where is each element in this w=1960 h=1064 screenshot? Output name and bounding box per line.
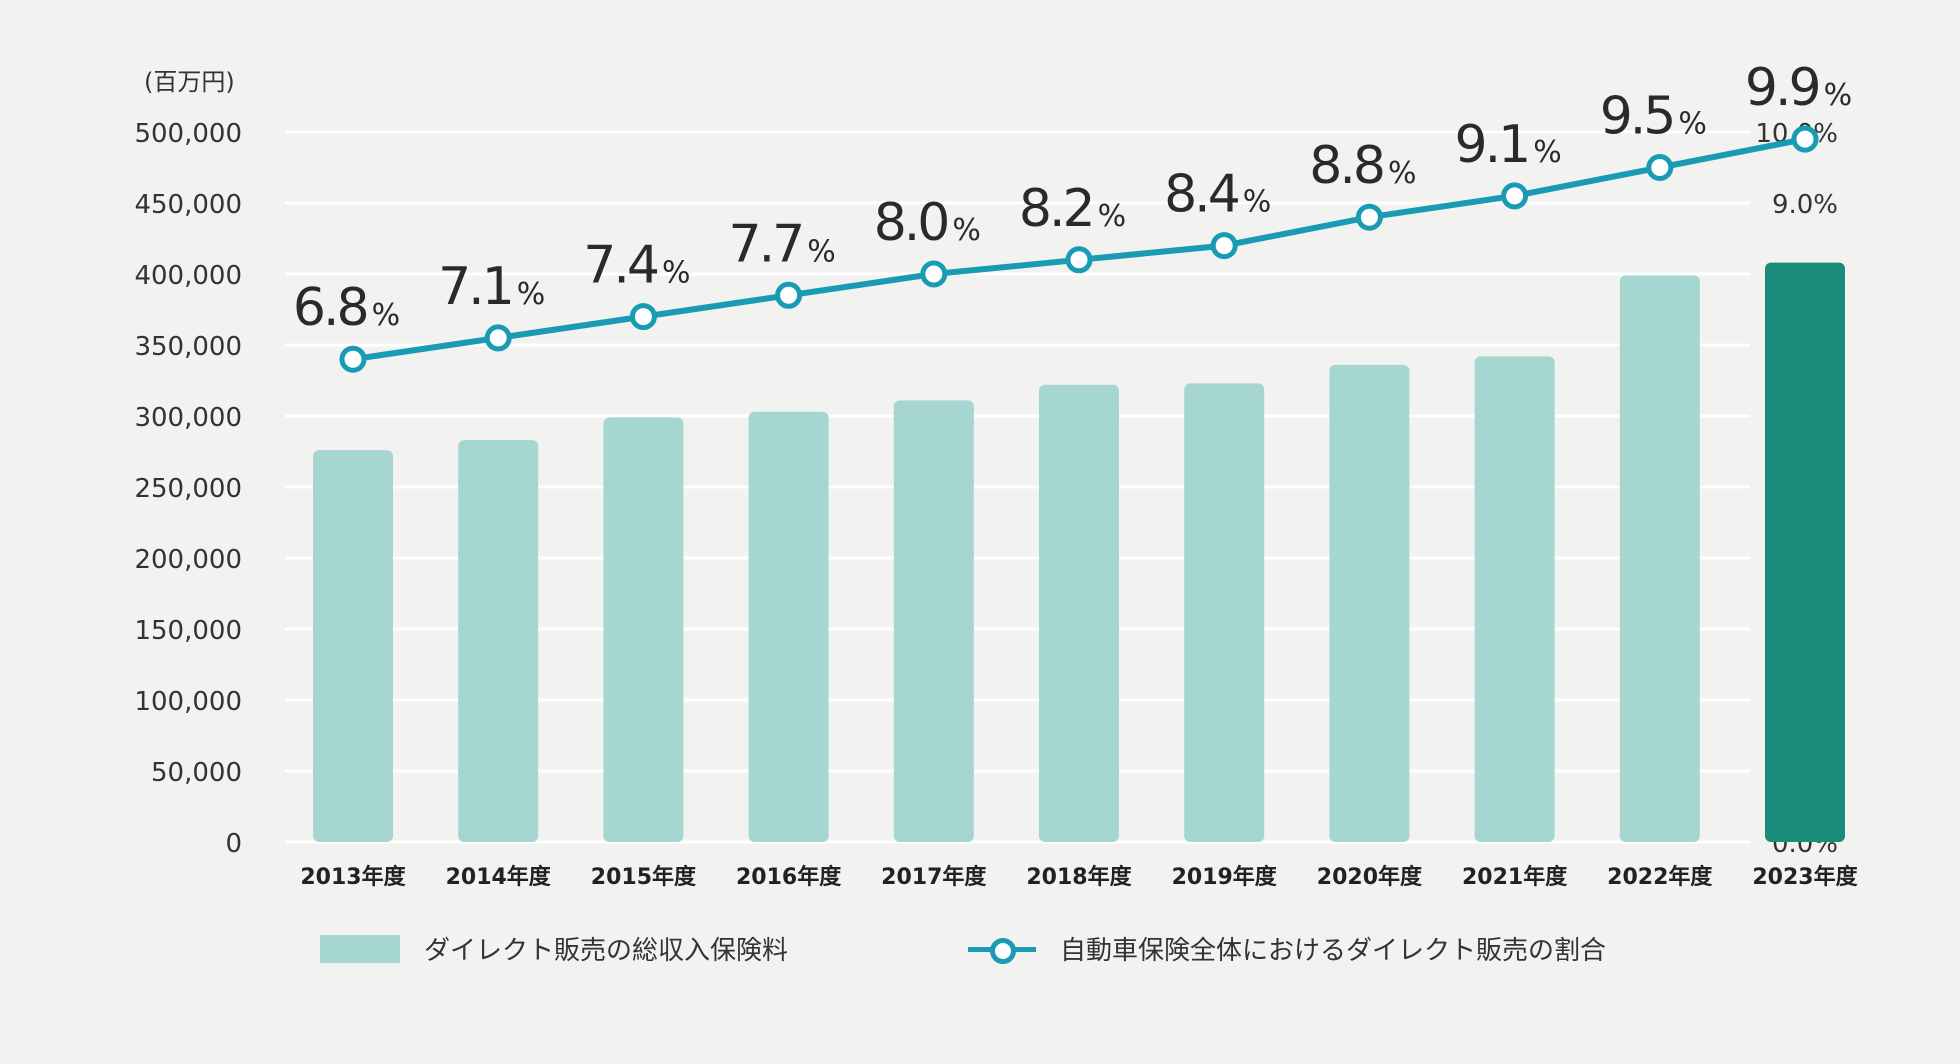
x-tick-label: 2022年度 [1607, 864, 1713, 890]
bar [1039, 384, 1119, 842]
legend-bar-series: ダイレクト販売の総収入保険料 [320, 930, 788, 967]
data-label: 8.0% [874, 193, 980, 253]
data-label: 9.1% [1454, 115, 1560, 175]
y-right-tick-label: 9.0% [1772, 190, 1838, 220]
line-point [775, 281, 803, 309]
line-point [1791, 125, 1819, 153]
bar [748, 411, 829, 842]
legend-line-series: 自動車保険全体におけるダイレクト販売の割合 [968, 930, 1606, 967]
legend-line-label: 自動車保険全体におけるダイレクト販売の割合 [1060, 936, 1607, 966]
line-point [920, 260, 948, 288]
x-tick-label: 2018年度 [1026, 864, 1132, 890]
y-left-tick-label: 350,000 [134, 332, 242, 362]
y-left-tick-label: 0 [225, 829, 242, 859]
bar [313, 450, 393, 842]
bar [1329, 364, 1410, 842]
y-left-tick-label: 500,000 [134, 119, 242, 149]
y-left-tick-label: 300,000 [134, 403, 242, 433]
y-left-tick-label: 50,000 [151, 758, 242, 788]
line-point [1501, 182, 1529, 210]
x-tick-label: 2016年度 [736, 864, 842, 890]
line-point [1355, 203, 1383, 231]
x-tick-label: 2021年度 [1462, 864, 1568, 890]
line-point [484, 324, 512, 352]
bar [893, 400, 974, 842]
x-tick-label: 2013年度 [300, 864, 406, 890]
y-left-tick-label: 100,000 [134, 687, 242, 717]
data-label: 7.1% [438, 257, 544, 317]
x-tick-label: 2015年度 [591, 864, 697, 890]
y-left-tick-label: 450,000 [134, 190, 242, 220]
x-tick-label: 2020年度 [1317, 864, 1423, 890]
unit-label: (百万円) [144, 68, 235, 96]
y-left-tick-label: 250,000 [134, 474, 242, 504]
data-label: 7.7% [728, 214, 834, 274]
bar [1184, 383, 1265, 842]
x-tick-label: 2019年度 [1172, 864, 1278, 890]
line-point [1646, 154, 1674, 181]
data-label: 9.5% [1600, 87, 1706, 147]
data-label: 9.9% [1745, 58, 1851, 118]
x-tick-label: 2023年度 [1752, 864, 1858, 890]
data-label: 8.2% [1019, 179, 1125, 239]
line-point [1210, 232, 1238, 260]
line-point [1065, 246, 1093, 274]
y-left-tick-label: 400,000 [134, 261, 242, 291]
y-left-tick-label: 150,000 [134, 616, 242, 646]
bar [1619, 275, 1700, 842]
line-point [629, 303, 657, 331]
data-label: 7.4% [583, 236, 689, 296]
x-tick-label: 2014年度 [446, 864, 552, 890]
data-label: 8.4% [1164, 165, 1270, 225]
legend-line-swatch [968, 935, 1036, 964]
y-left-tick-label: 200,000 [134, 545, 242, 575]
data-label: 8.8% [1309, 136, 1415, 196]
line-point [339, 345, 367, 373]
bar [458, 440, 539, 842]
x-tick-label: 2017年度 [881, 864, 987, 890]
legend-bar-label: ダイレクト販売の総収入保険料 [424, 936, 789, 966]
data-label: 6.8% [293, 278, 399, 338]
bar [603, 417, 684, 842]
legend-bar-swatch [320, 934, 400, 963]
bar [1474, 356, 1555, 842]
bar [1765, 262, 1845, 842]
